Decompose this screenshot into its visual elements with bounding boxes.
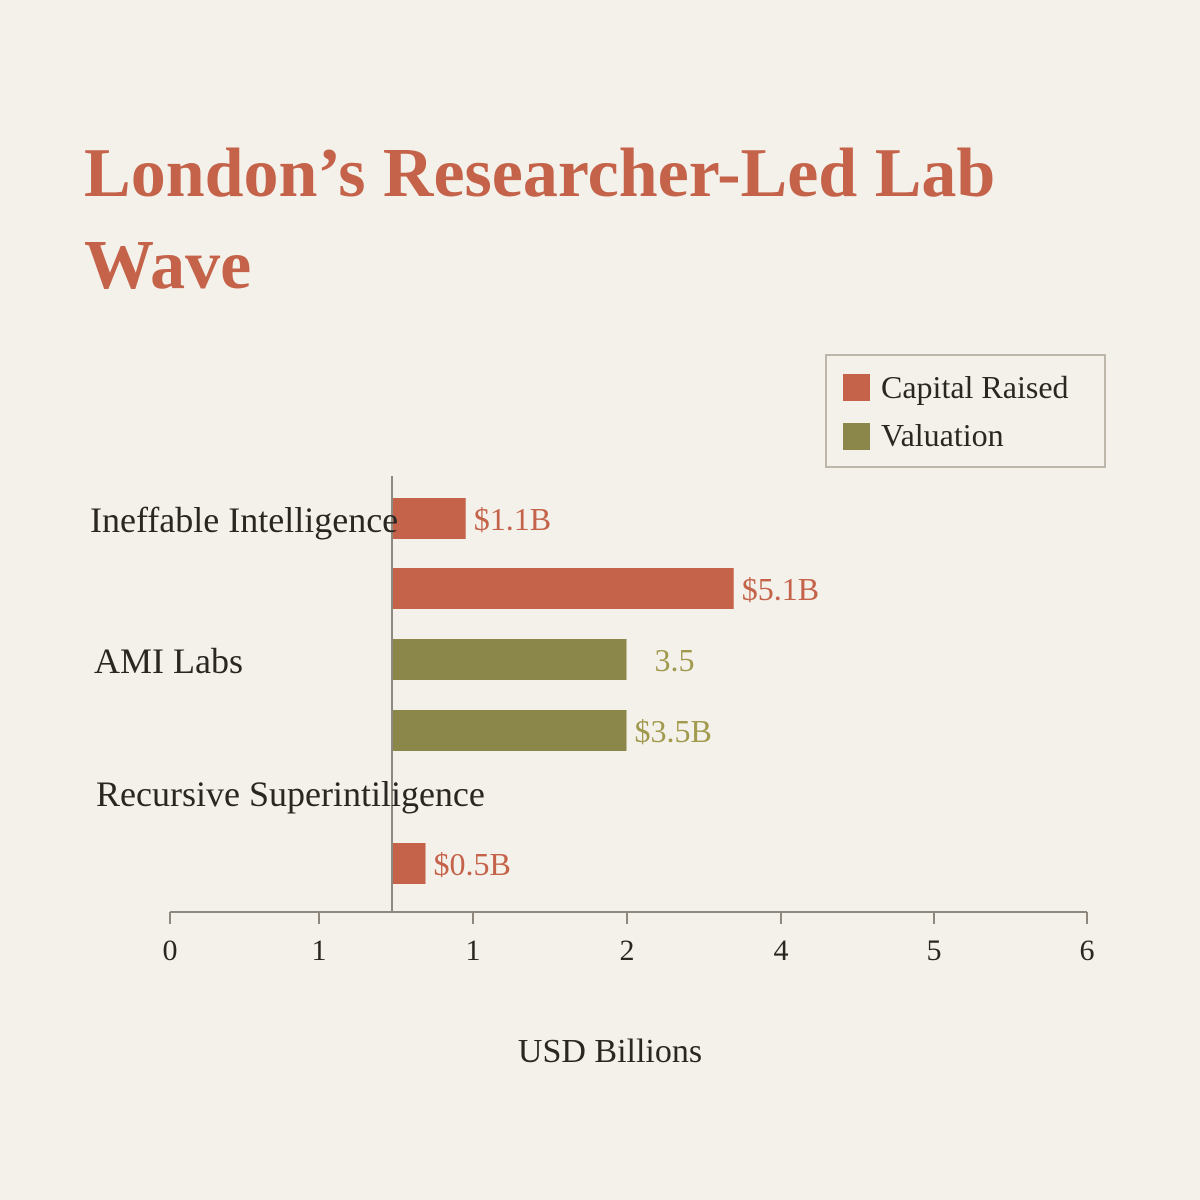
- bar-capital-raised-4: [392, 843, 426, 884]
- x-tick-label-1: 1: [312, 934, 327, 967]
- bars-layer: $1.1B $5.1B 3.5 $3.5B $0.5B: [392, 498, 819, 884]
- x-tick-label-5: 5: [927, 934, 942, 967]
- x-axis-title: USD Billions: [518, 1033, 702, 1070]
- bar-value-label-0: $1.1B: [474, 501, 551, 537]
- legend-frame: [825, 354, 1106, 468]
- category-label-ineffable-intelligence: Ineffable Intelligence: [90, 500, 398, 540]
- category-label-recursive-superintiligence: Recursive Superintiligence: [96, 774, 485, 814]
- bar-valuation-3: [392, 710, 627, 751]
- x-axis-ticks: 0 1 1 2 4 5 6: [163, 912, 1095, 967]
- category-label-ami-labs: AMI Labs: [94, 641, 243, 681]
- bar-valuation-2: [392, 639, 627, 680]
- bar-value-label-1: $5.1B: [742, 571, 819, 607]
- x-tick-label-0: 0: [163, 934, 178, 967]
- x-tick-label-6: 6: [1080, 934, 1095, 967]
- bar-capital-raised-1: [392, 568, 734, 609]
- legend-label-valuation: Valuation: [881, 417, 1004, 453]
- legend-swatch-capital-raised: [843, 374, 870, 401]
- x-tick-label-2: 1: [466, 934, 481, 967]
- x-tick-label-4: 4: [774, 934, 789, 967]
- chart-title: London’s Researcher-Led Lab Wave: [84, 135, 996, 304]
- x-tick-label-3: 2: [620, 934, 635, 967]
- bar-value-label-2: 3.5: [655, 642, 695, 678]
- bar-value-label-4: $0.5B: [434, 846, 511, 882]
- legend-label-capital-raised: Capital Raised: [881, 369, 1069, 405]
- legend: Capital Raised Valuation: [825, 354, 1106, 468]
- bar-value-label-3: $3.5B: [635, 713, 712, 749]
- legend-swatch-valuation: [843, 423, 870, 450]
- bar-capital-raised-0: [392, 498, 466, 539]
